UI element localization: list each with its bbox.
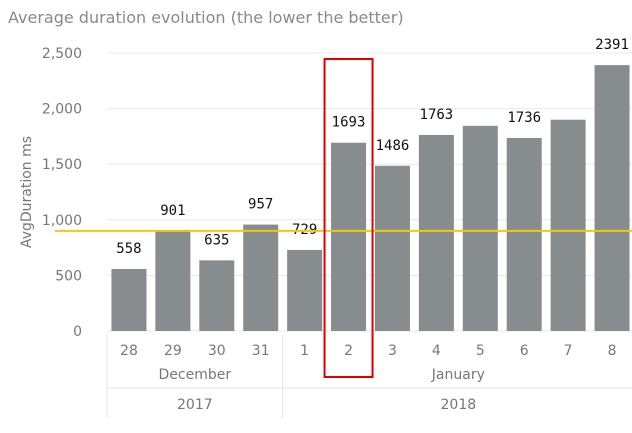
y-tick-label: 1,500 [42,157,82,173]
y-axis-title: AvgDuration ms [19,136,35,248]
data-label: 1736 [507,110,541,126]
y-tick-label: 2,000 [42,102,82,118]
x-tick-label: 3 [388,343,397,359]
data-label: 1763 [420,107,454,123]
month-label: January [431,367,485,383]
y-tick-label: 500 [55,268,82,284]
bar [287,249,323,331]
bar [155,230,191,331]
bar [243,224,279,331]
x-tick-label: 2 [344,343,353,359]
data-label: 901 [160,203,185,219]
bar [374,165,410,331]
bar [111,268,147,331]
bar [594,65,630,332]
bar [550,119,586,331]
y-tick-label: 1,000 [42,213,82,229]
x-tick-label: 29 [164,343,182,359]
x-tick-label: 8 [608,343,617,359]
x-tick-label: 28 [120,343,138,359]
data-label: 1693 [332,115,366,131]
data-label: 957 [248,197,273,213]
bar [199,260,235,331]
x-tick-label: 6 [520,343,529,359]
year-label: 2017 [177,397,213,413]
bar [462,125,498,331]
y-tick-label: 0 [73,324,82,340]
x-tick-label: 4 [432,343,441,359]
bar [418,134,454,331]
year-label: 2018 [441,397,477,413]
x-tick-label: 31 [252,343,270,359]
y-tick-label: 2,500 [42,46,82,62]
x-tick-label: 5 [476,343,485,359]
data-label: 1486 [376,138,410,154]
bar [506,137,542,331]
highlight-box [323,58,374,378]
data-label: 558 [116,241,141,257]
x-tick-label: 7 [564,343,573,359]
month-label: December [159,367,232,383]
x-tick-label: 1 [300,343,309,359]
data-label: 635 [204,232,229,248]
x-tick-label: 30 [208,343,226,359]
data-label: 2391 [595,37,629,53]
chart-title: Average duration evolution (the lower th… [8,8,404,27]
bar [331,142,367,331]
